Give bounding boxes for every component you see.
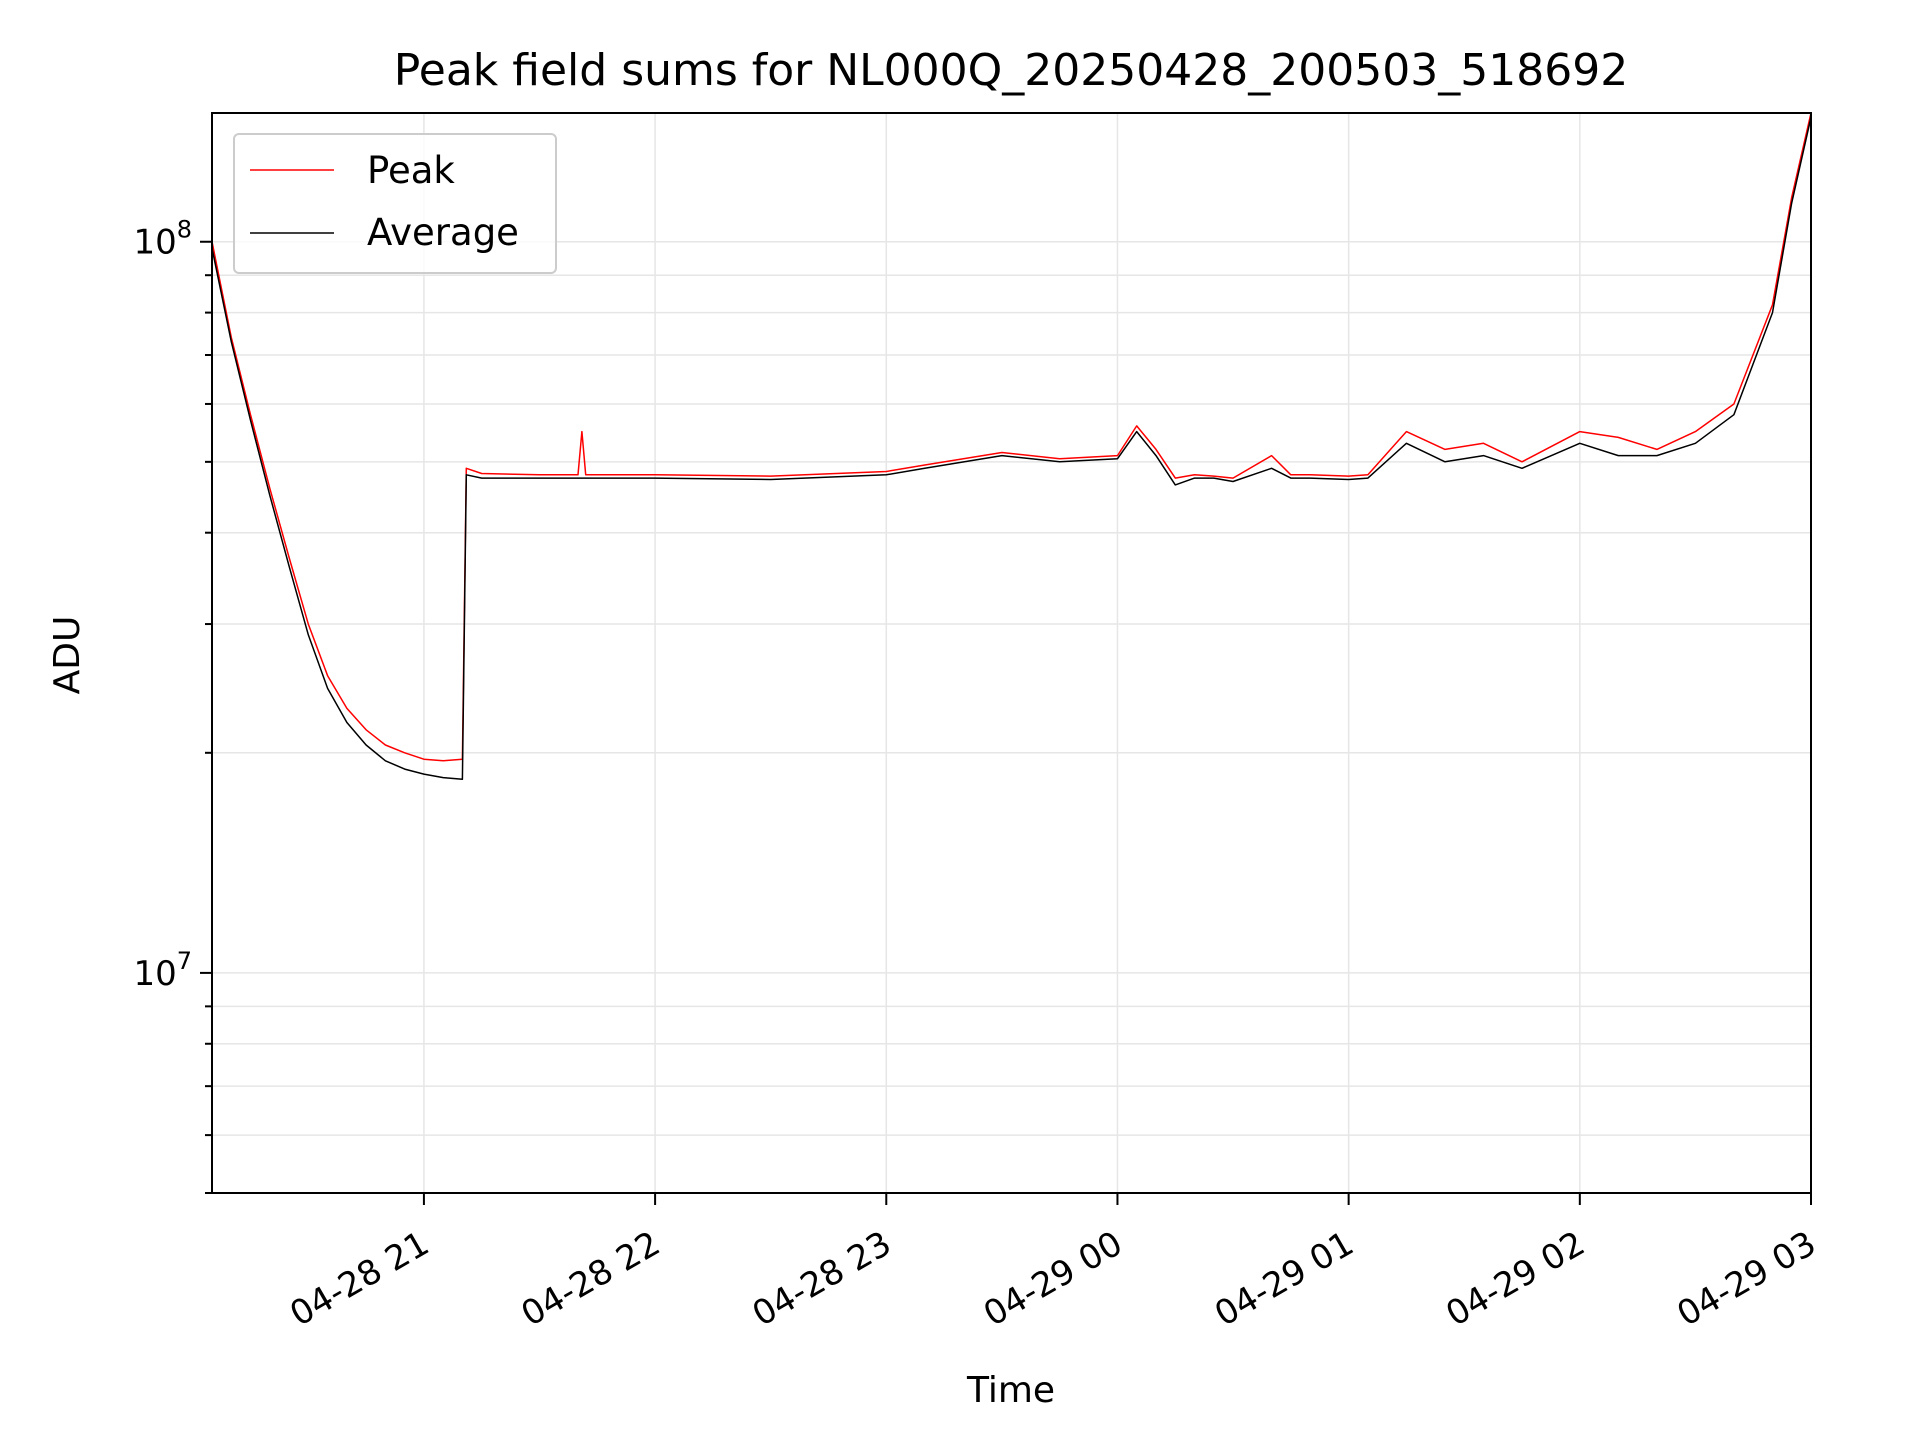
legend-box	[233, 133, 557, 274]
series-layer	[211, 112, 1812, 781]
y-tick-label: 108	[133, 216, 192, 263]
chart-title: Peak field sums for NL000Q_20250428_2005…	[394, 45, 1628, 96]
legend-label-average: Average	[367, 211, 519, 254]
grid	[212, 113, 1812, 1194]
y-axis-label: ADU	[47, 616, 88, 695]
x-axis-label: Time	[966, 1370, 1055, 1411]
legend-label-peak: Peak	[367, 149, 455, 192]
series-line-peak	[211, 112, 1812, 762]
plot-frame	[211, 112, 1812, 1194]
legend: Peak Average	[233, 133, 557, 274]
y-tick-label: 107	[133, 947, 192, 994]
series-line-average	[211, 117, 1812, 781]
